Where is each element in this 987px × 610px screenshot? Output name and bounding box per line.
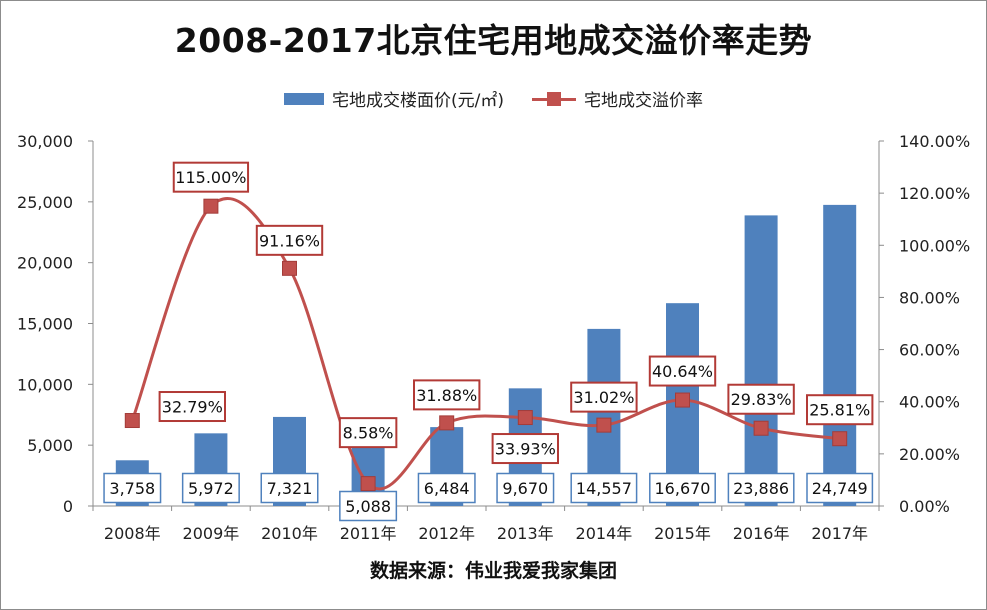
x-tick-label: 2008年 [104,524,161,543]
x-tick-label: 2015年 [654,524,711,543]
y-left-tick-label: 10,000 [17,375,73,394]
x-tick-label: 2012年 [418,524,475,543]
bar-data-label: 23,886 [733,479,789,498]
y-left-tick-label: 0 [63,497,73,516]
line-data-label: 33.93% [495,440,556,459]
line-data-label-box [338,417,398,449]
x-tick-label: 2017年 [811,524,868,543]
y-right-tick-label: 120.00% [899,184,970,203]
legend-item-bar: 宅地成交楼面价(元/㎡) [284,86,504,111]
bar-data-label-box [181,472,240,504]
bar-data-label: 14,557 [576,479,632,498]
legend: 宅地成交楼面价(元/㎡) 宅地成交溢价率 [0,86,987,111]
line-marker [439,415,455,431]
bar-data-label: 3,758 [109,479,155,498]
bar [744,215,778,506]
y-left-tick-label: 15,000 [17,315,73,334]
y-right-tick-label: 60.00% [899,341,960,360]
legend-label-line: 宅地成交溢价率 [584,91,703,111]
line-marker [282,260,297,276]
line-data-label-box [255,224,324,256]
legend-item-line: 宅地成交溢价率 [532,86,703,111]
y-left-tick-label: 30,000 [17,132,73,151]
line-marker [360,476,376,492]
bar-data-label: 5,972 [188,479,234,498]
x-tick-label: 2014年 [576,524,633,543]
bar-data-label-box [727,472,795,504]
line-data-label-box [413,379,481,411]
y-right-tick-label: 100.00% [899,236,970,255]
bar-data-label: 7,321 [267,479,313,498]
line-data-label: 31.02% [573,388,634,407]
x-tick-label: 2013年 [497,524,554,543]
line-marker [517,410,533,426]
bar-data-label-box [103,472,162,504]
bar-data-label-box [570,472,638,504]
legend-swatch-bar [284,92,324,105]
bar-data-label-box [417,472,476,504]
line-data-label-box [158,391,227,423]
line-data-label: 31.88% [416,386,477,405]
legend-label-bar: 宅地成交楼面价(元/㎡) [332,91,504,111]
line-marker [753,420,769,436]
line-marker [675,392,690,408]
bar-data-label-box [339,490,398,522]
x-tick-label: 2011年 [340,524,397,543]
line-data-label-box [491,433,560,465]
line-data-label: 8.58% [343,424,394,443]
line-data-label: 25.81% [809,401,870,420]
line-data-label: 115.00% [175,168,246,187]
line-marker [596,417,612,433]
y-right-tick-label: 140.00% [899,132,970,151]
line-data-label: 32.79% [162,398,223,417]
y-right-tick-label: 80.00% [899,288,960,307]
line-data-label-box [727,383,795,415]
line-data-label: 91.16% [259,231,320,250]
bar-data-label-box [806,472,874,504]
y-left-tick-label: 20,000 [17,254,73,273]
x-tick-label: 2009年 [183,524,240,543]
bar-data-label: 24,749 [812,479,868,498]
line-data-label-box [570,381,638,413]
x-tick-label: 2010年 [261,524,318,543]
bar-data-label-box [260,472,319,504]
bar-data-label-box [496,472,555,504]
line-data-label-box [172,161,250,193]
line-series-path [130,197,840,491]
x-tick-label: 2016年 [733,524,790,543]
bar-data-label-box [649,472,716,504]
line-marker [832,431,848,447]
y-right-tick-label: 20.00% [899,445,960,464]
bar-data-label: 5,088 [345,497,391,516]
line-data-label-box [806,394,874,426]
line-marker [124,413,140,429]
y-left-tick-label: 25,000 [17,193,73,212]
bar-data-label: 9,670 [502,479,548,498]
y-right-tick-label: 40.00% [899,393,960,412]
y-left-tick-label: 5,000 [27,436,73,455]
line-data-label: 29.83% [731,390,792,409]
bar-data-label: 6,484 [424,479,470,498]
line-data-label: 40.64% [652,362,713,381]
line-data-label-box [648,355,717,387]
line-marker [203,198,219,214]
legend-swatch-line [532,91,576,106]
bar-data-label: 16,670 [655,479,711,498]
source-note: 数据来源：伟业我爱我家集团 [369,560,617,582]
y-right-tick-label: 0.00% [899,497,950,516]
bar [823,204,857,507]
chart-title: 2008-2017北京住宅用地成交溢价率走势 [174,21,813,60]
